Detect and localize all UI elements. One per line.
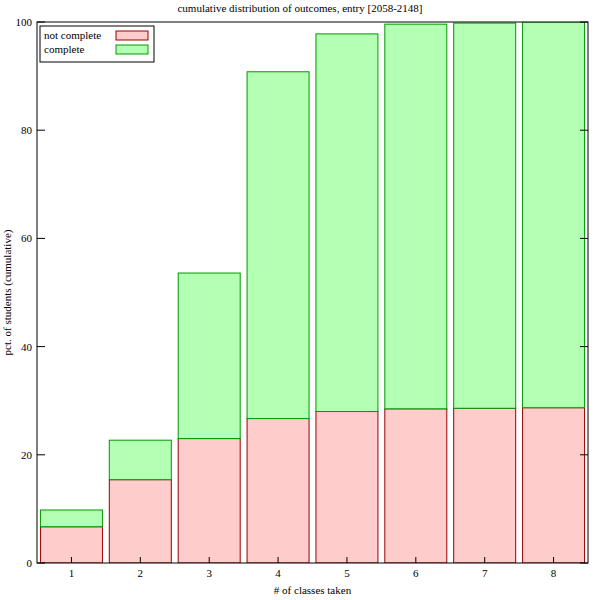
y-tick-right: [580, 346, 588, 347]
x-tick-label: 3: [206, 567, 212, 579]
bar: [316, 412, 378, 563]
bar: [454, 408, 516, 563]
x-tick-label: 6: [413, 567, 419, 579]
legend-box: [40, 26, 154, 62]
y-tick-label: 80: [21, 124, 33, 136]
x-tick-label: 8: [551, 567, 557, 579]
bar: [523, 22, 585, 408]
legend-swatch: [116, 45, 148, 54]
background: [0, 0, 600, 600]
bar: [178, 273, 240, 439]
y-tick: [37, 454, 45, 455]
y-axis-label: pct. of students (cumulative): [1, 229, 14, 355]
y-tick-label: 60: [21, 232, 33, 244]
legend-label: complete: [44, 43, 84, 55]
x-tick-label: 5: [344, 567, 350, 579]
bar: [316, 34, 378, 412]
y-tick-label: 100: [16, 16, 33, 28]
y-tick: [37, 346, 45, 347]
y-tick-right: [580, 130, 588, 131]
x-tick-label: 7: [482, 567, 488, 579]
legend: not complete complete: [40, 26, 154, 62]
bar: [247, 72, 309, 419]
y-tick: [37, 563, 45, 564]
y-tick-right: [580, 238, 588, 239]
x-tick: [71, 557, 72, 563]
bar: [385, 24, 447, 409]
x-tick: [484, 557, 485, 563]
bar: [247, 419, 309, 563]
bar: [40, 527, 102, 563]
y-tick-label: 40: [21, 341, 33, 353]
y-tick: [37, 130, 45, 131]
x-tick-label: 4: [275, 567, 281, 579]
y-tick: [37, 22, 45, 23]
legend-swatch: [116, 31, 148, 40]
bar: [454, 23, 516, 408]
plot-frame: [37, 22, 588, 563]
bar: [40, 510, 102, 527]
x-tick: [278, 557, 279, 563]
chart-svg: cumulative distribution of outcomes, ent…: [0, 0, 600, 600]
x-tick: [209, 557, 210, 563]
y-tick-label: 20: [21, 449, 33, 461]
x-tick: [553, 557, 554, 563]
legend-label: not complete: [44, 29, 101, 41]
y-tick-right: [580, 563, 588, 564]
bar: [109, 440, 171, 479]
x-tick-label: 2: [138, 567, 144, 579]
y-tick-label: 0: [27, 557, 33, 569]
y-tick-right: [580, 22, 588, 23]
bar: [523, 408, 585, 563]
x-tick: [415, 557, 416, 563]
x-tick-label: 1: [69, 567, 75, 579]
y-tick-right: [580, 454, 588, 455]
bar: [178, 439, 240, 563]
bar: [109, 480, 171, 563]
title: cumulative distribution of outcomes, ent…: [177, 2, 422, 14]
y-tick: [37, 238, 45, 239]
x-tick: [346, 557, 347, 563]
bar: [385, 409, 447, 563]
x-tick: [140, 557, 141, 563]
x-axis-label: # of classes taken: [274, 584, 352, 596]
chart-container: cumulative distribution of outcomes, ent…: [0, 0, 600, 600]
bars: [40, 22, 584, 563]
